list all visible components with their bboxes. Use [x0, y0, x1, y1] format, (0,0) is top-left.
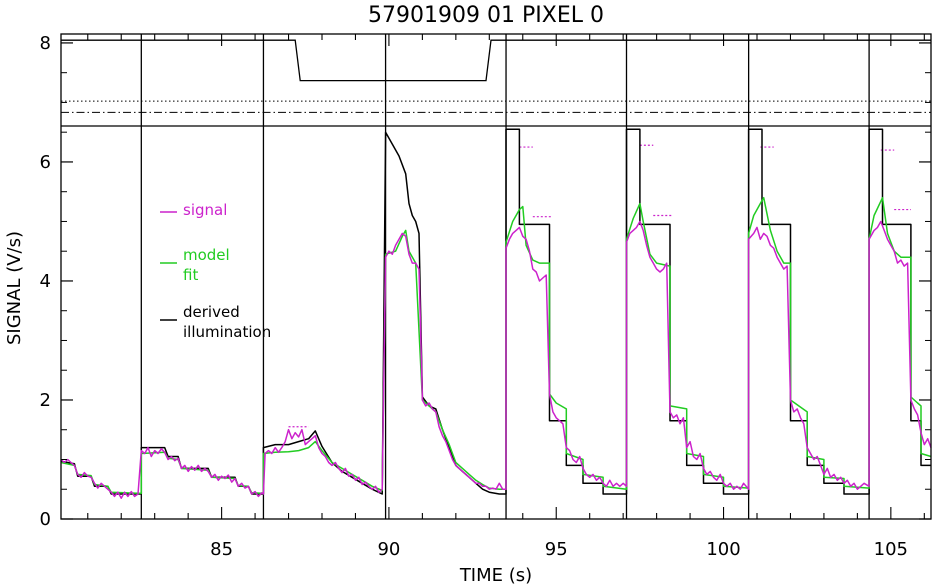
series-line-model-fit: [60, 196, 932, 495]
series-line-signal: [60, 220, 932, 499]
y-tick-label: 2: [40, 390, 51, 411]
x-tick-label: 90: [377, 539, 400, 560]
legend-label: derived: [183, 303, 240, 321]
x-tick-label: 100: [706, 539, 740, 560]
x-tick-label: 95: [545, 539, 568, 560]
x-tick-label: 85: [210, 539, 233, 560]
y-tick-label: 8: [40, 33, 51, 54]
series-layer: [60, 128, 932, 499]
reference-segments: [288, 144, 911, 428]
y-axis-label: SIGNAL (V/s): [4, 231, 25, 345]
y-tick-label: 4: [40, 271, 51, 292]
upper-panel: [61, 39, 931, 113]
x-axis-label: TIME (s): [459, 565, 532, 586]
legend-label: signal: [183, 201, 227, 219]
legend-label: illumination: [183, 323, 271, 341]
y-tick-label: 0: [40, 509, 51, 530]
upper-level-trace: [61, 39, 931, 82]
legend-label: model: [183, 246, 230, 264]
y-tick-label: 6: [40, 152, 51, 173]
x-tick-label: 105: [874, 539, 908, 560]
axes: [60, 33, 932, 520]
y-tick-labels: 0 2 4 6 8: [40, 33, 51, 530]
chart-title: 57901909 01 PIXEL 0: [368, 3, 604, 28]
legend-label: fit: [183, 266, 198, 284]
x-tick-labels: 85 90 95 100 105: [210, 539, 908, 560]
legend: signal model fit derived illumination: [160, 201, 271, 341]
frame-boundaries: [140, 34, 870, 519]
plot-frame: [60, 33, 932, 520]
